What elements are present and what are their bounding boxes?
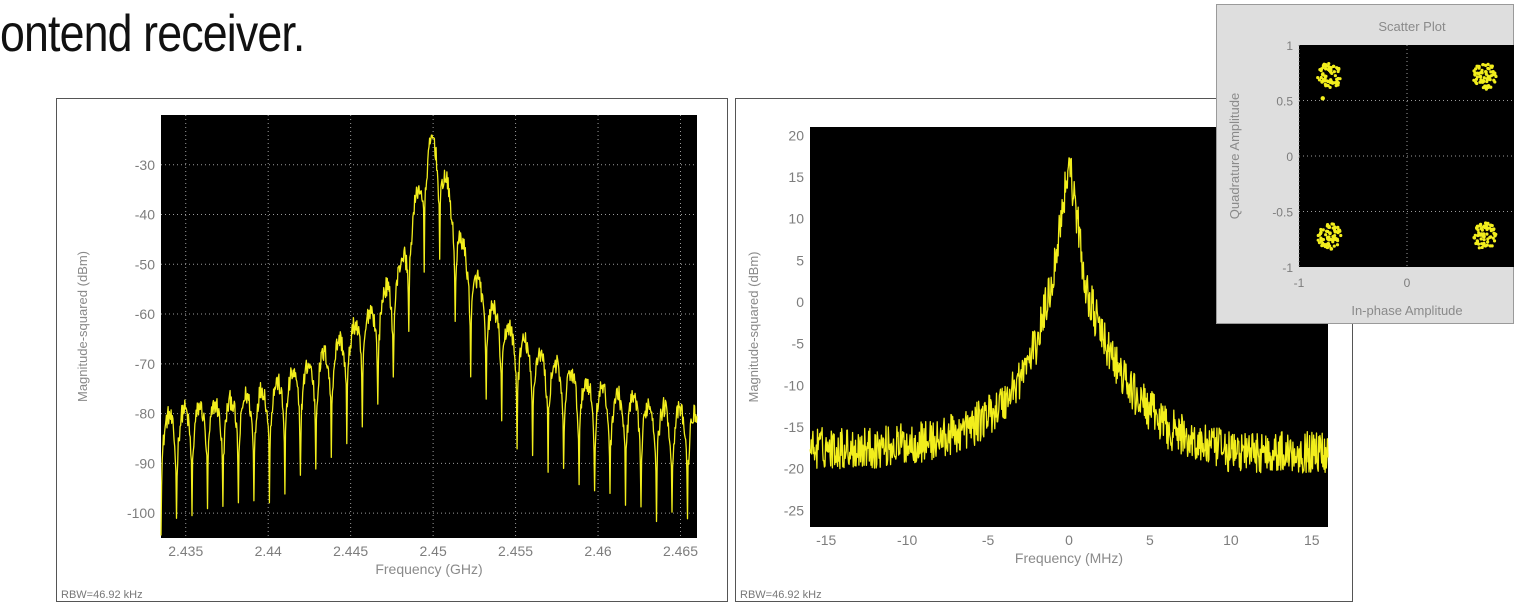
x-axis-label: Frequency (MHz) bbox=[1015, 550, 1123, 566]
y-tick-label: -10 bbox=[784, 377, 804, 393]
rbw-footer-baseband: RBW=46.92 kHz bbox=[740, 589, 822, 601]
x-tick-label: -10 bbox=[897, 532, 917, 548]
y-tick-label: -40 bbox=[135, 207, 155, 223]
x-tick-label: 10 bbox=[1223, 532, 1239, 548]
scatter-y-tick-label: -0.5 bbox=[1272, 206, 1293, 220]
scatter-y-tick-label: 1 bbox=[1286, 39, 1293, 53]
scatter-x-axis-label: In-phase Amplitude bbox=[1351, 303, 1462, 318]
constellation-scatter-plot: Scatter Plot 1 0.5 0 -0.5 -1 -1 0 In-phase Ampli… bbox=[1216, 4, 1514, 324]
x-tick-label: 2.435 bbox=[168, 543, 203, 559]
y-tick-label: -70 bbox=[135, 356, 155, 372]
y-tick-label: -5 bbox=[792, 336, 805, 352]
y-tick-label: -90 bbox=[135, 455, 155, 471]
scatter-title: Scatter Plot bbox=[1378, 19, 1446, 34]
y-axis-label: Magnitude-squared (dBm) bbox=[75, 251, 90, 402]
x-tick-label: 5 bbox=[1146, 532, 1154, 548]
y-tick-label: -30 bbox=[135, 157, 155, 173]
y-tick-label: -15 bbox=[784, 419, 804, 435]
rbw-footer-rf: RBW=46.92 kHz bbox=[61, 589, 143, 601]
y-tick-label: 20 bbox=[788, 127, 804, 143]
y-tick-label: 10 bbox=[788, 211, 804, 227]
x-tick-label: -5 bbox=[982, 532, 995, 548]
y-tick-label: -25 bbox=[784, 502, 804, 518]
constellation-cluster bbox=[1472, 221, 1498, 250]
scatter-y-tick-label: -1 bbox=[1282, 261, 1293, 275]
plot-area bbox=[161, 115, 697, 538]
y-tick-label: -80 bbox=[135, 406, 155, 422]
x-tick-label: 2.455 bbox=[498, 543, 533, 559]
x-tick-label: 2.44 bbox=[255, 543, 282, 559]
scatter-y-tick-label: 0 bbox=[1286, 150, 1293, 164]
y-tick-label: 5 bbox=[796, 252, 804, 268]
slide-headline: ontend receiver. bbox=[0, 5, 305, 63]
x-tick-label: 2.465 bbox=[663, 543, 698, 559]
x-tick-label: 2.45 bbox=[419, 543, 446, 559]
spectrum-chart-rf: 2.435 2.44 2.445 2.45 2.455 2.46 2.465 -30 -40 -5… bbox=[56, 98, 728, 602]
y-tick-label: -20 bbox=[784, 461, 804, 477]
constellation-cluster bbox=[1316, 61, 1342, 89]
y-tick-label: 15 bbox=[788, 169, 804, 185]
constellation-scatter-plot-svg: Scatter Plot 1 0.5 0 -0.5 -1-1 0 In-phase Ampli… bbox=[1227, 19, 1514, 318]
scatter-x-tick-label: -1 bbox=[1294, 276, 1305, 290]
x-tick-label: 0 bbox=[1065, 532, 1073, 548]
x-axis-label: Frequency (GHz) bbox=[375, 561, 482, 577]
x-tick-label: 2.445 bbox=[333, 543, 368, 559]
constellation-outlier bbox=[1320, 96, 1325, 101]
x-tick-label: -15 bbox=[816, 532, 836, 548]
y-tick-label: -50 bbox=[135, 256, 155, 272]
spectrum-trace bbox=[160, 134, 698, 536]
y-tick-label: -100 bbox=[127, 505, 155, 521]
x-tick-label: 2.46 bbox=[584, 543, 611, 559]
spectrum-chart-rf-svg: 2.435 2.44 2.445 2.45 2.455 2.46 2.465 -30 -40 -5… bbox=[75, 115, 698, 577]
scatter-y-axis-label: Quadrature Amplitude bbox=[1227, 93, 1242, 219]
scatter-x-tick-label: 0 bbox=[1404, 276, 1411, 290]
spectrum-trace bbox=[809, 157, 1329, 474]
x-tick-label: 15 bbox=[1304, 532, 1320, 548]
y-tick-label: -60 bbox=[135, 306, 155, 322]
constellation-cluster bbox=[1472, 62, 1498, 91]
constellation-cluster bbox=[1316, 222, 1343, 251]
y-axis-label: Magnitude-squared (dBm) bbox=[746, 251, 761, 402]
scatter-y-tick-label: 0.5 bbox=[1276, 95, 1293, 109]
y-tick-label: 0 bbox=[796, 294, 804, 310]
